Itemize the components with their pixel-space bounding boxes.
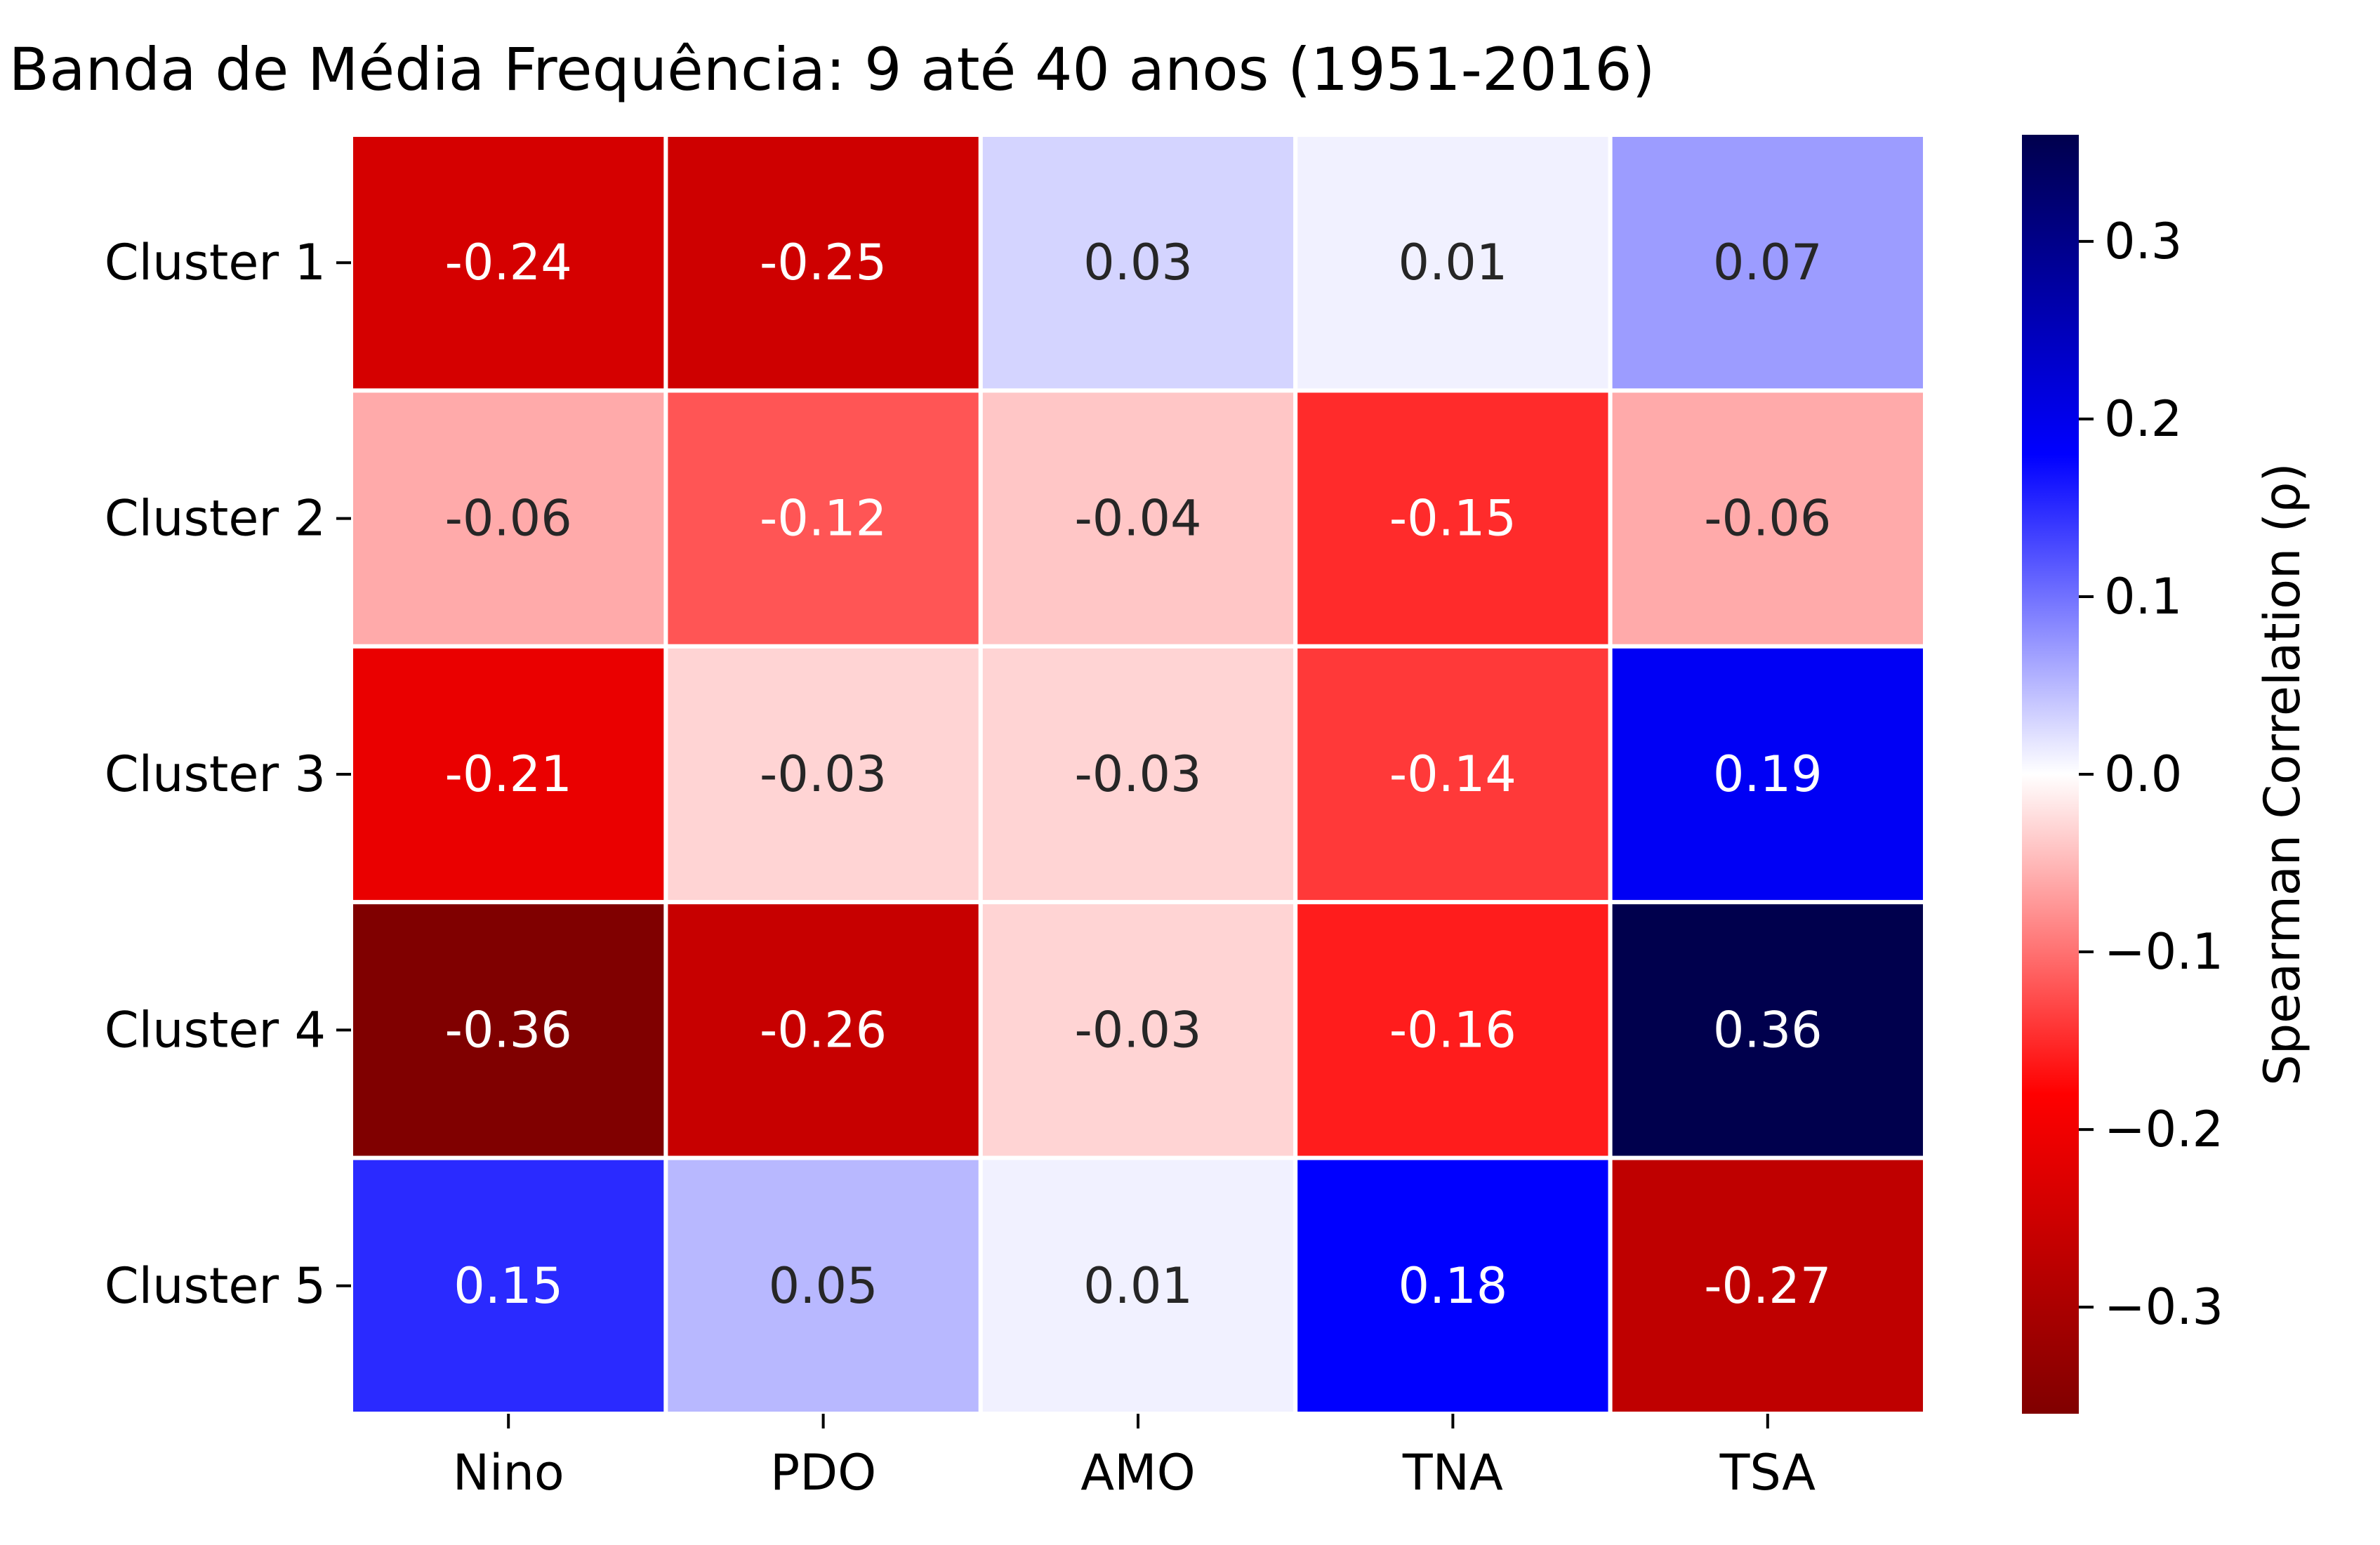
heatmap-cell — [978, 1155, 1298, 1416]
heatmap-cell — [349, 133, 668, 393]
heatmap-cell — [349, 388, 668, 649]
cell-value-label: -0.06 — [445, 490, 572, 548]
heatmap-cell — [1293, 133, 1613, 393]
colorbar-gradient — [2022, 135, 2079, 1414]
heatmap-cell — [1293, 900, 1613, 1160]
heatmap-cell — [663, 1155, 983, 1416]
cell-value-label: 0.01 — [1398, 234, 1507, 291]
colorbar-tick-label: −0.3 — [2104, 1278, 2223, 1336]
x-tick-label: Nino — [453, 1444, 564, 1501]
colorbar-tick-label: 0.2 — [2104, 390, 2182, 448]
cell-value-label: -0.04 — [1074, 490, 1201, 548]
cell-value-label: -0.03 — [1074, 1001, 1201, 1059]
x-tick-label: AMO — [1080, 1444, 1195, 1501]
colorbar-label: Spearman Correlation (ρ) — [2254, 463, 2311, 1085]
x-axis: Nino PDO AMO TNA TSA — [453, 1414, 1816, 1501]
colorbar-tick-label: 0.0 — [2104, 745, 2182, 803]
cell-value-label: 0.15 — [454, 1257, 563, 1315]
y-axis: Cluster 1 Cluster 2 Cluster 3 Cluster 4 Clus… — [105, 234, 351, 1315]
colorbar-tick-label: 0.1 — [2104, 568, 2182, 625]
y-tick-label: Cluster 3 — [105, 745, 326, 803]
x-tick-label: TNA — [1402, 1444, 1503, 1501]
heatmap-cell — [663, 900, 983, 1160]
heatmap-cell — [1608, 388, 1928, 649]
colorbar-tick-label: −0.2 — [2104, 1101, 2223, 1158]
cell-value-label: 0.03 — [1083, 234, 1193, 291]
y-tick-label: Cluster 1 — [105, 234, 326, 291]
cell-value-label: -0.15 — [1389, 490, 1516, 548]
y-tick-label: Cluster 5 — [105, 1257, 326, 1315]
cell-value-label: -0.12 — [760, 490, 887, 548]
cell-value-label: 0.36 — [1713, 1001, 1823, 1059]
heatmap-cell — [978, 900, 1298, 1160]
cell-value-label: -0.36 — [445, 1001, 572, 1059]
heatmap-cell — [663, 133, 983, 393]
cell-value-label: 0.05 — [769, 1257, 878, 1315]
cell-value-label: -0.27 — [1704, 1257, 1831, 1315]
colorbar-ticks: 0.3 0.2 0.1 0.0 −0.1 −0.2 −0.3 — [2079, 213, 2223, 1336]
cell-value-label: 0.07 — [1713, 234, 1823, 291]
chart-title: Banda de Média Frequência: 9 até 40 anos… — [8, 35, 1655, 104]
heatmap-cell — [663, 644, 983, 905]
heatmap-cell — [1608, 900, 1928, 1160]
cell-value-label: -0.24 — [445, 234, 572, 291]
y-tick-label: Cluster 4 — [105, 1001, 326, 1059]
heatmap-cells — [349, 133, 1928, 1416]
heatmap-cell — [978, 388, 1298, 649]
x-tick-label: PDO — [770, 1444, 876, 1501]
colorbar-tick-label: −0.1 — [2104, 923, 2223, 981]
heatmap-cell — [1293, 644, 1613, 905]
cell-value-label: -0.03 — [760, 745, 887, 803]
heatmap-cell — [349, 1155, 668, 1416]
cell-value-label: -0.14 — [1389, 745, 1516, 803]
colorbar-tick-label: 0.3 — [2104, 213, 2182, 270]
cell-value-label: -0.21 — [445, 745, 572, 803]
cell-value-label: -0.26 — [760, 1001, 887, 1059]
heatmap-cell — [1608, 1155, 1928, 1416]
cell-value-label: -0.16 — [1389, 1001, 1516, 1059]
cell-value-label: -0.25 — [760, 234, 887, 291]
heatmap-annotations: -0.24 -0.25 0.03 0.01 0.07 -0.06 -0.12 -0.04 -0.… — [445, 234, 1832, 1315]
cell-value-label: -0.03 — [1074, 745, 1201, 803]
y-tick-label: Cluster 2 — [105, 490, 326, 548]
heatmap-cell — [1608, 644, 1928, 905]
heatmap-cell — [978, 133, 1298, 393]
x-tick-label: TSA — [1719, 1444, 1816, 1501]
cell-value-label: 0.19 — [1713, 745, 1823, 803]
colorbar: 0.3 0.2 0.1 0.0 −0.1 −0.2 −0.3 Spearman Correl… — [2022, 135, 2311, 1414]
cell-value-label: -0.06 — [1704, 490, 1831, 548]
cell-value-label: 0.01 — [1083, 1257, 1193, 1315]
cell-value-label: 0.18 — [1398, 1257, 1507, 1315]
